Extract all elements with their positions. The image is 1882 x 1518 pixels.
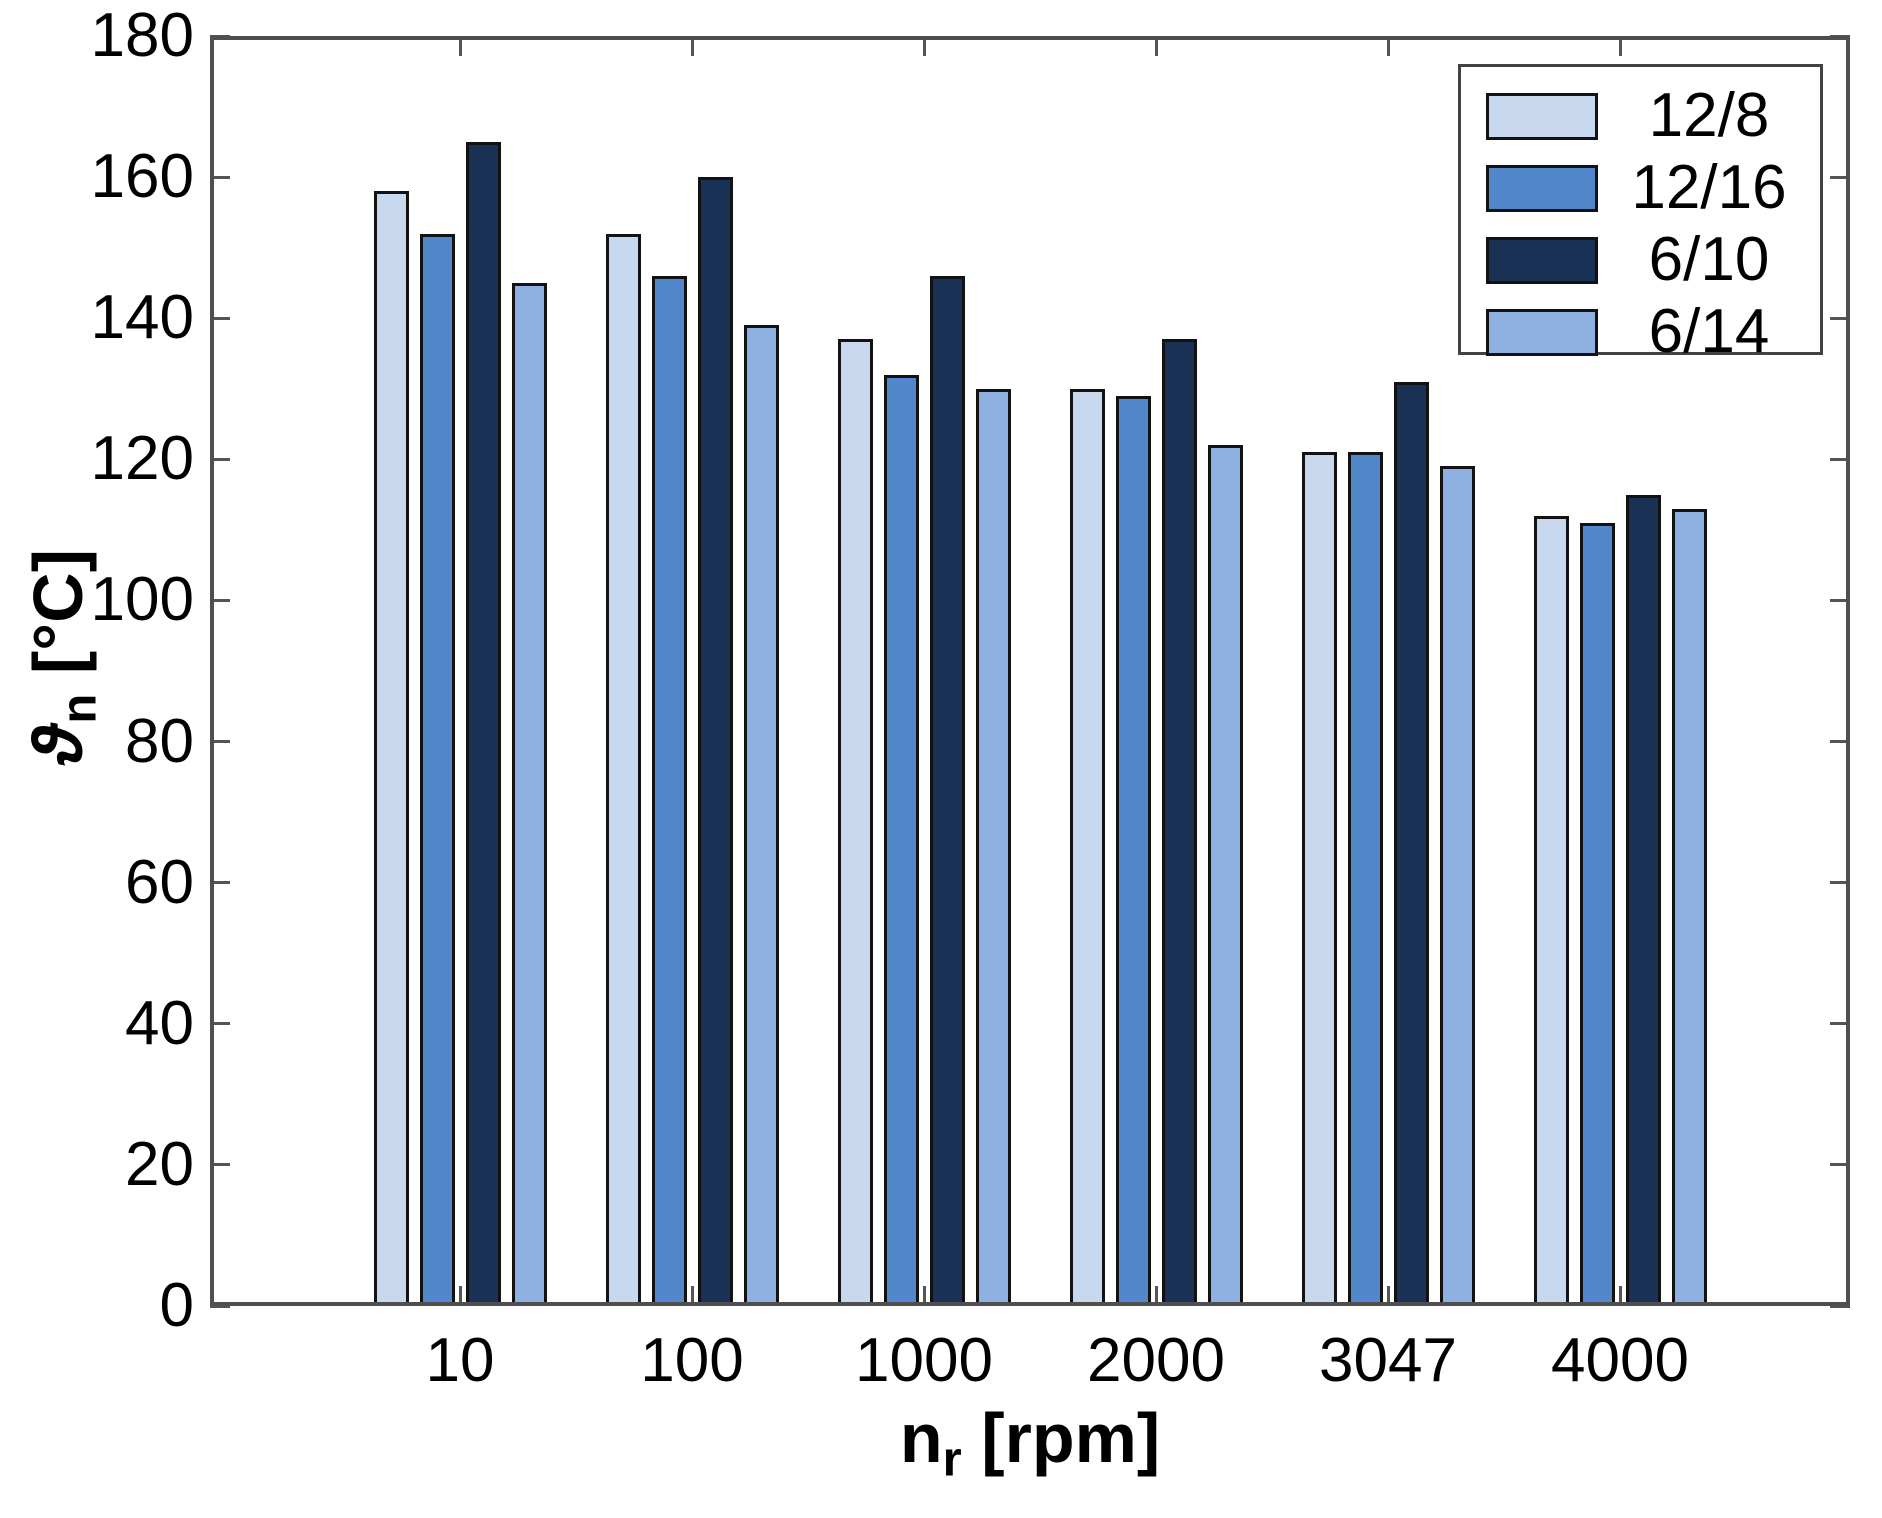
x-tick bbox=[458, 1286, 462, 1306]
legend-swatch bbox=[1486, 236, 1598, 284]
y-tick-mirror bbox=[1830, 316, 1850, 320]
legend-row: 12/16 bbox=[1461, 152, 1820, 224]
y-tick-label: 160 bbox=[90, 142, 194, 212]
legend-label: 6/10 bbox=[1648, 225, 1770, 294]
y-tick bbox=[210, 740, 230, 744]
x-tick-label: 100 bbox=[640, 1326, 744, 1395]
y-tick bbox=[210, 175, 230, 179]
bar-12-16-10 bbox=[419, 234, 455, 1306]
x-tick-label: 2000 bbox=[1087, 1326, 1225, 1395]
x-tick-label: 3047 bbox=[1319, 1326, 1457, 1395]
y-tick bbox=[210, 598, 230, 602]
bar-6-10-3047 bbox=[1393, 382, 1429, 1306]
y-tick-label: 80 bbox=[125, 706, 194, 776]
y-tick bbox=[210, 457, 230, 461]
bar-12-16-2000 bbox=[1115, 396, 1151, 1306]
y-tick bbox=[210, 1022, 230, 1026]
legend-label: 6/14 bbox=[1648, 297, 1770, 366]
x-axis-symbol: n bbox=[899, 1399, 943, 1477]
x-tick-label: 4000 bbox=[1551, 1326, 1689, 1395]
y-tick-label: 180 bbox=[90, 1, 194, 70]
y-tick-label: 100 bbox=[90, 565, 194, 635]
y-tick bbox=[210, 34, 230, 38]
legend-row: 6/10 bbox=[1461, 224, 1820, 296]
x-tick-mirror bbox=[690, 36, 694, 56]
y-tick-mirror bbox=[1830, 34, 1850, 38]
legend-swatch bbox=[1486, 308, 1598, 356]
x-axis-unit: [rpm] bbox=[981, 1399, 1161, 1477]
bar-6-14-3047 bbox=[1439, 466, 1475, 1306]
y-tick bbox=[210, 316, 230, 320]
y-tick bbox=[210, 881, 230, 885]
y-tick-mirror bbox=[1830, 175, 1850, 179]
x-tick bbox=[922, 1286, 926, 1306]
y-tick-mirror bbox=[1830, 1304, 1850, 1308]
y-tick-mirror bbox=[1830, 598, 1850, 602]
y-tick bbox=[210, 1163, 230, 1167]
x-tick-label: 10 bbox=[425, 1326, 495, 1395]
legend-label: 12/16 bbox=[1631, 153, 1787, 222]
bar-12-16-4000 bbox=[1579, 523, 1615, 1306]
y-tick-label: 20 bbox=[125, 1129, 194, 1199]
y-tick-label: 40 bbox=[125, 988, 194, 1058]
x-tick bbox=[690, 1286, 694, 1306]
y-tick-mirror bbox=[1830, 740, 1850, 744]
legend-row: 12/8 bbox=[1461, 80, 1820, 152]
legend: 12/8 12/16 6/10 6/14 bbox=[1458, 64, 1823, 363]
bar-6-10-4000 bbox=[1625, 495, 1661, 1306]
x-tick-mirror bbox=[458, 36, 462, 56]
y-tick-label: 140 bbox=[90, 283, 194, 353]
x-tick-label: 1000 bbox=[855, 1326, 993, 1395]
legend-swatch bbox=[1486, 92, 1598, 140]
x-axis-subscript: r bbox=[942, 1432, 962, 1487]
y-tick-mirror bbox=[1830, 457, 1850, 461]
y-tick bbox=[210, 1304, 230, 1308]
bar-12-8-2000 bbox=[1069, 389, 1105, 1306]
x-tick-mirror bbox=[1618, 36, 1622, 56]
bar-12-16-3047 bbox=[1347, 452, 1383, 1306]
x-tick bbox=[1618, 1286, 1622, 1306]
x-tick-mirror bbox=[1386, 36, 1390, 56]
bar-12-8-4000 bbox=[1533, 516, 1569, 1306]
y-tick-label: 120 bbox=[90, 424, 194, 494]
bar-6-14-100 bbox=[743, 325, 779, 1306]
y-tick-label: 0 bbox=[159, 1271, 194, 1340]
x-tick bbox=[1386, 1286, 1390, 1306]
y-tick-label: 60 bbox=[125, 847, 194, 917]
y-tick-mirror bbox=[1830, 881, 1850, 885]
legend-swatch bbox=[1486, 164, 1598, 212]
bar-12-16-100 bbox=[651, 276, 687, 1306]
plot-area bbox=[210, 34, 1850, 1308]
bar-6-14-2000 bbox=[1207, 445, 1243, 1306]
bar-6-10-1000 bbox=[929, 276, 965, 1306]
x-tick-mirror bbox=[922, 36, 926, 56]
legend-label: 12/8 bbox=[1648, 81, 1770, 150]
x-tick-mirror bbox=[1154, 36, 1158, 56]
bar-6-10-10 bbox=[465, 142, 501, 1306]
bar-12-8-100 bbox=[605, 234, 641, 1306]
y-tick-mirror bbox=[1830, 1022, 1850, 1026]
bar-12-16-1000 bbox=[883, 375, 919, 1306]
bar-6-10-100 bbox=[697, 177, 733, 1306]
bar-12-8-10 bbox=[373, 191, 409, 1306]
x-axis-label: nr [rpm] bbox=[780, 1398, 1280, 1484]
x-tick bbox=[1154, 1286, 1158, 1306]
bar-12-8-1000 bbox=[837, 339, 873, 1306]
bar-6-14-1000 bbox=[975, 389, 1011, 1306]
bar-12-8-3047 bbox=[1301, 452, 1337, 1306]
y-tick-mirror bbox=[1830, 1163, 1850, 1167]
bar-6-14-4000 bbox=[1671, 509, 1707, 1306]
legend-row: 6/14 bbox=[1461, 296, 1820, 368]
bar-6-14-10 bbox=[511, 283, 547, 1306]
bar-6-10-2000 bbox=[1161, 339, 1197, 1306]
